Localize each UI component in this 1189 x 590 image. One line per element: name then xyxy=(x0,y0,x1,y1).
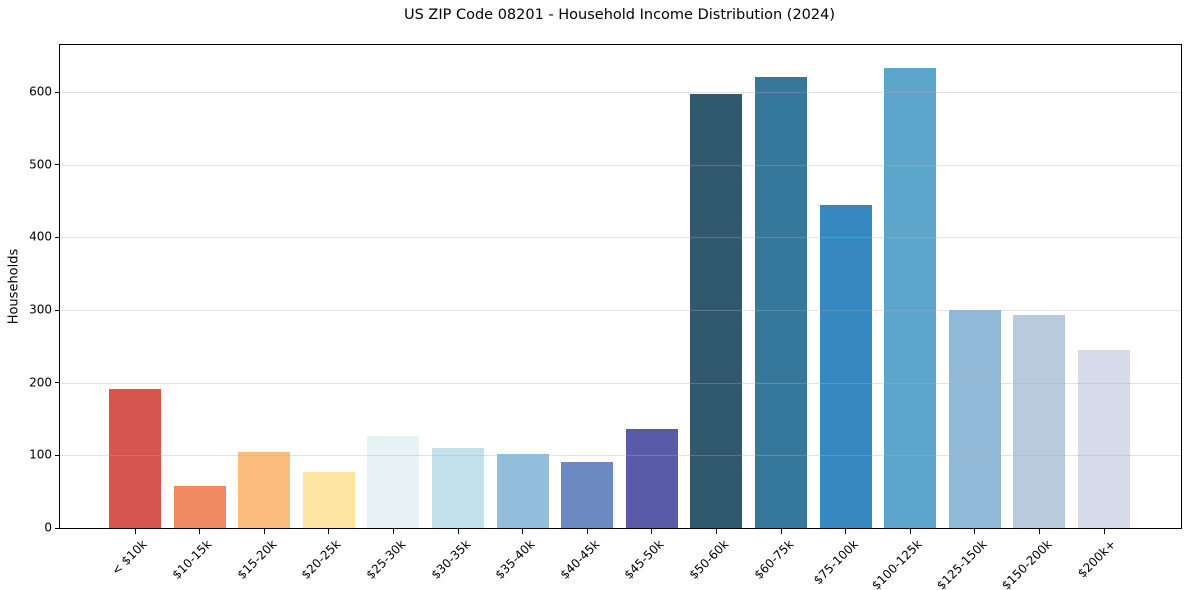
bar-4 xyxy=(302,472,355,528)
x-tick-label: $40-45k xyxy=(557,537,603,582)
chart-title: US ZIP Code 08201 - Household Income Dis… xyxy=(403,7,836,23)
bar-6 xyxy=(432,448,484,528)
x-tick-label: $30-35k xyxy=(428,537,473,582)
y-tick-mark xyxy=(55,382,59,384)
x-tick-label: < $10k xyxy=(109,537,150,578)
y-tick-label: 400 xyxy=(29,230,52,245)
x-tick-mark xyxy=(522,529,524,534)
x-tick-label: $50-60k xyxy=(686,537,732,582)
y-tick-label: 500 xyxy=(29,157,52,172)
x-tick-label: $100-125k xyxy=(869,537,926,590)
x-tick-label: $10-15k xyxy=(169,537,215,582)
y-tick-label: 200 xyxy=(29,375,52,390)
bar-1 xyxy=(109,389,161,528)
y-axis-label: Households xyxy=(6,248,22,325)
bar-12 xyxy=(819,204,872,528)
x-tick-mark xyxy=(134,529,136,534)
x-tick-mark xyxy=(909,529,911,534)
y-tick-label: 100 xyxy=(29,448,52,463)
x-tick-mark xyxy=(651,529,653,534)
x-tick-label: $200k+ xyxy=(1075,537,1119,581)
bar-3 xyxy=(238,451,291,528)
x-tick-mark xyxy=(845,529,847,534)
y-tick-mark xyxy=(55,309,59,311)
x-tick-label: $20-25k xyxy=(298,537,344,582)
x-tick-mark xyxy=(586,529,588,534)
gridline-400 xyxy=(60,237,1181,239)
bar-9 xyxy=(625,428,678,528)
x-tick-label: $45-50k xyxy=(621,537,667,582)
bar-15 xyxy=(1013,315,1066,528)
x-tick-label: $15-20k xyxy=(234,537,280,582)
x-tick-label: $25-30k xyxy=(363,537,409,582)
x-tick-mark xyxy=(780,529,782,534)
bar-2 xyxy=(173,485,226,528)
x-tick-mark xyxy=(263,529,265,534)
x-tick-label: $75-100k xyxy=(810,537,861,588)
bar-8 xyxy=(561,461,614,528)
x-tick-mark xyxy=(1103,529,1105,534)
x-tick-mark xyxy=(328,529,330,534)
bar-10 xyxy=(690,94,743,528)
y-tick-label: 300 xyxy=(29,302,52,317)
y-tick-mark xyxy=(55,454,59,456)
y-tick-label: 0 xyxy=(44,520,52,535)
x-tick-label: $60-75k xyxy=(751,537,796,582)
bar-13 xyxy=(884,68,937,528)
x-tick-mark xyxy=(199,529,201,534)
x-tick-mark xyxy=(457,529,459,534)
x-tick-mark xyxy=(392,529,394,534)
y-tick-mark xyxy=(55,236,59,238)
bar-7 xyxy=(496,453,549,528)
y-tick-label: 600 xyxy=(29,84,52,99)
bar-5 xyxy=(367,435,420,528)
x-tick-mark xyxy=(715,529,717,534)
plot-area: < $10k $10-15k $15-20k $20-25k $25-30k $30-35… xyxy=(29,44,1182,590)
bar-11 xyxy=(755,76,807,528)
bar-14 xyxy=(948,310,1001,528)
x-tick-mark xyxy=(974,529,976,534)
x-tick-label: $35-40k xyxy=(492,537,538,582)
gridline-500 xyxy=(60,164,1181,166)
x-tick-label: $125-150k xyxy=(934,537,990,590)
x-tick-label: $150-200k xyxy=(998,537,1055,590)
y-tick-mark xyxy=(55,91,59,93)
gridline-300 xyxy=(60,310,1181,312)
y-tick-mark xyxy=(55,164,59,166)
bar-16 xyxy=(1078,350,1130,528)
y-tick-mark xyxy=(55,527,59,529)
x-tick-mark xyxy=(1038,529,1040,534)
gridline-600 xyxy=(60,92,1181,94)
